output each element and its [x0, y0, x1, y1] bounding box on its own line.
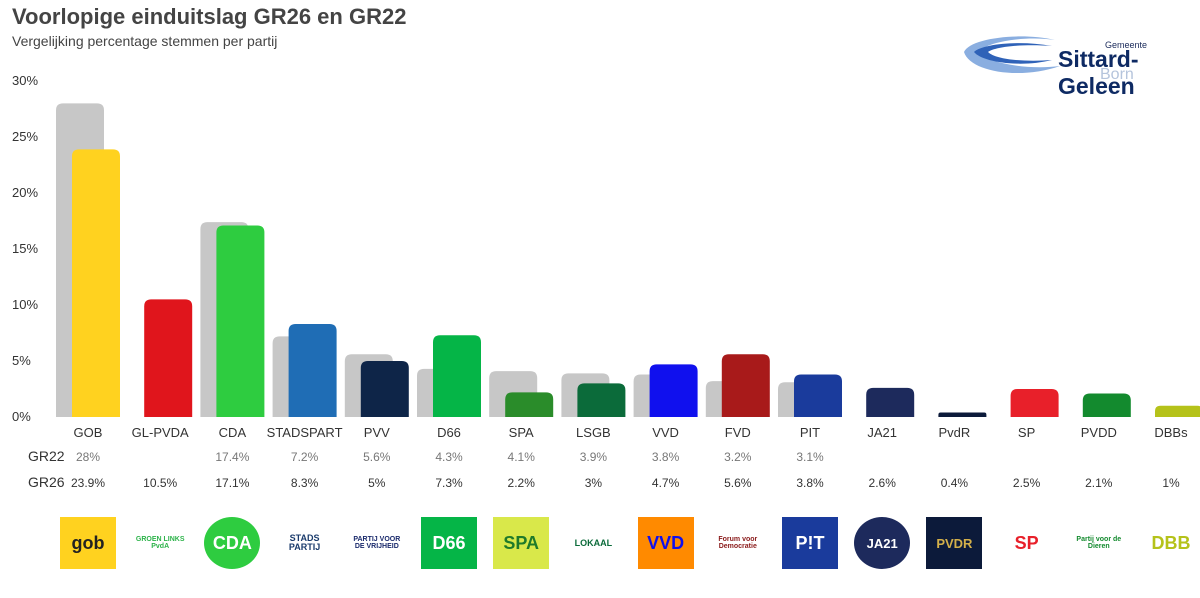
value-gr22: 5.6%	[363, 450, 391, 464]
brand-line3: Born	[1100, 66, 1134, 83]
bars	[56, 103, 1200, 418]
value-gr26: 5.6%	[724, 476, 752, 490]
value-gr22: 28%	[76, 450, 100, 464]
row-label-gr22: GR22	[28, 448, 65, 464]
category-label: GOB	[74, 425, 103, 440]
category-label: LSGB	[576, 425, 611, 440]
pit-logo: P!T	[782, 517, 838, 569]
value-gr22: 17.4%	[215, 450, 249, 464]
category-label: PvdR	[939, 425, 971, 440]
value-gr26: 2.1%	[1085, 476, 1113, 490]
value-gr26: 3.8%	[796, 476, 824, 490]
bar-gr26	[938, 412, 987, 417]
category-label: PVDD	[1081, 425, 1117, 440]
cda-logo: CDA	[204, 517, 261, 569]
category-label: GL-PVDA	[132, 425, 189, 440]
category-label: SPA	[509, 425, 534, 440]
value-gr26: 5%	[368, 476, 386, 490]
value-gr26: 2.6%	[869, 476, 897, 490]
bar-gr26	[1155, 405, 1200, 417]
y-tick-label: 5%	[12, 353, 31, 368]
value-gr26: 10.5%	[143, 476, 177, 490]
brand-line1: Gemeente	[1105, 40, 1148, 50]
value-gr26: 23.9%	[71, 476, 105, 490]
value-gr26: 2.2%	[508, 476, 536, 490]
bar-gr26	[144, 299, 193, 417]
stadspartij-logo: STADS PARTIJ	[276, 517, 333, 569]
category-label: STADSPART	[267, 425, 343, 440]
category-label: DBBs	[1154, 425, 1188, 440]
category-label: SP	[1018, 425, 1035, 440]
vvd-logo: VVD	[637, 517, 694, 569]
groenlinks-pvda-logo: GROEN LINKS PvdA	[132, 517, 189, 569]
value-gr26: 3%	[585, 476, 603, 490]
bar-chart: 0% 5% 10% 15% 20% 25% 30% GOB GL-PVDA CDA STADSPA…	[12, 73, 1200, 490]
dbb-logo: DBB	[1143, 517, 1199, 569]
category-label: PVV	[364, 425, 390, 440]
bar-gr26	[577, 383, 626, 417]
value-gr26: 2.5%	[1013, 476, 1041, 490]
bar-gr26	[360, 361, 409, 417]
value-gr26: 0.4%	[941, 476, 969, 490]
bar-gr26	[1082, 393, 1131, 417]
bar-gr26	[794, 374, 842, 417]
value-gr26: 8.3%	[291, 476, 319, 490]
y-tick-label: 20%	[12, 185, 38, 200]
category-label: VVD	[652, 425, 679, 440]
category-label: PIT	[800, 425, 820, 440]
pvdd-logo: Partij voor de Dieren	[1070, 517, 1127, 569]
d66-logo: D66	[421, 517, 477, 569]
sp-logo: SP	[998, 517, 1055, 569]
bar-gr26	[505, 392, 554, 417]
bar-gr26	[216, 225, 265, 417]
spa-logo: SPA	[493, 517, 550, 569]
y-tick-label: 10%	[12, 297, 38, 312]
value-gr22: 3.2%	[724, 450, 752, 464]
municipality-logo-swoosh	[964, 36, 1060, 74]
value-gr26: 7.3%	[435, 476, 463, 490]
bar-gr26	[721, 354, 770, 417]
pvdr-logo: PVDR	[926, 517, 983, 569]
bar-gr26	[288, 324, 337, 417]
bar-gr26	[866, 387, 915, 417]
value-gr22: 7.2%	[291, 450, 319, 464]
category-label: JA21	[867, 425, 897, 440]
category-label: D66	[437, 425, 461, 440]
y-tick-label: 30%	[12, 73, 38, 88]
value-gr26: 1%	[1162, 476, 1180, 490]
chart-subtitle: Vergelijking percentage stemmen per part…	[12, 33, 278, 49]
gob-logo: gob	[60, 517, 116, 569]
bar-gr26	[433, 335, 481, 417]
category-labels: GOB GL-PVDA CDA STADSPART PVV D66 SPA LSGB VVD FV…	[74, 425, 1189, 440]
brand-line2: Sittard-Geleen	[1058, 46, 1139, 99]
y-tick-label: 0%	[12, 409, 31, 424]
value-gr22: 4.1%	[508, 450, 536, 464]
chart-title: Voorlopige einduitslag GR26 en GR22	[12, 4, 407, 29]
y-tick-label: 15%	[12, 241, 38, 256]
bar-gr26	[1010, 389, 1059, 417]
bar-gr26	[649, 364, 698, 417]
value-gr22: 3.9%	[580, 450, 608, 464]
row-label-gr26: GR26	[28, 474, 65, 490]
value-gr22: 4.3%	[435, 450, 463, 464]
fvd-logo: Forum voor Democratie	[709, 517, 766, 569]
pvv-logo: PARTIJ VOOR DE VRIJHEID	[348, 517, 405, 569]
bar-gr26	[72, 149, 120, 417]
category-label: CDA	[219, 425, 247, 440]
value-table: GR22 GR26 28% 23.9% 10.5% 17.4% 17.1% 7.2% 8.3% 5…	[28, 448, 1180, 490]
value-gr22: 3.1%	[796, 450, 824, 464]
category-label: FVD	[725, 425, 751, 440]
lokaal-logo: LOKAAL	[565, 517, 622, 569]
ja21-logo: JA21	[854, 517, 911, 569]
y-tick-label: 25%	[12, 129, 38, 144]
value-gr22: 3.8%	[652, 450, 680, 464]
y-axis: 0% 5% 10% 15% 20% 25% 30%	[12, 73, 38, 424]
value-gr26: 4.7%	[652, 476, 680, 490]
value-gr26: 17.1%	[215, 476, 249, 490]
